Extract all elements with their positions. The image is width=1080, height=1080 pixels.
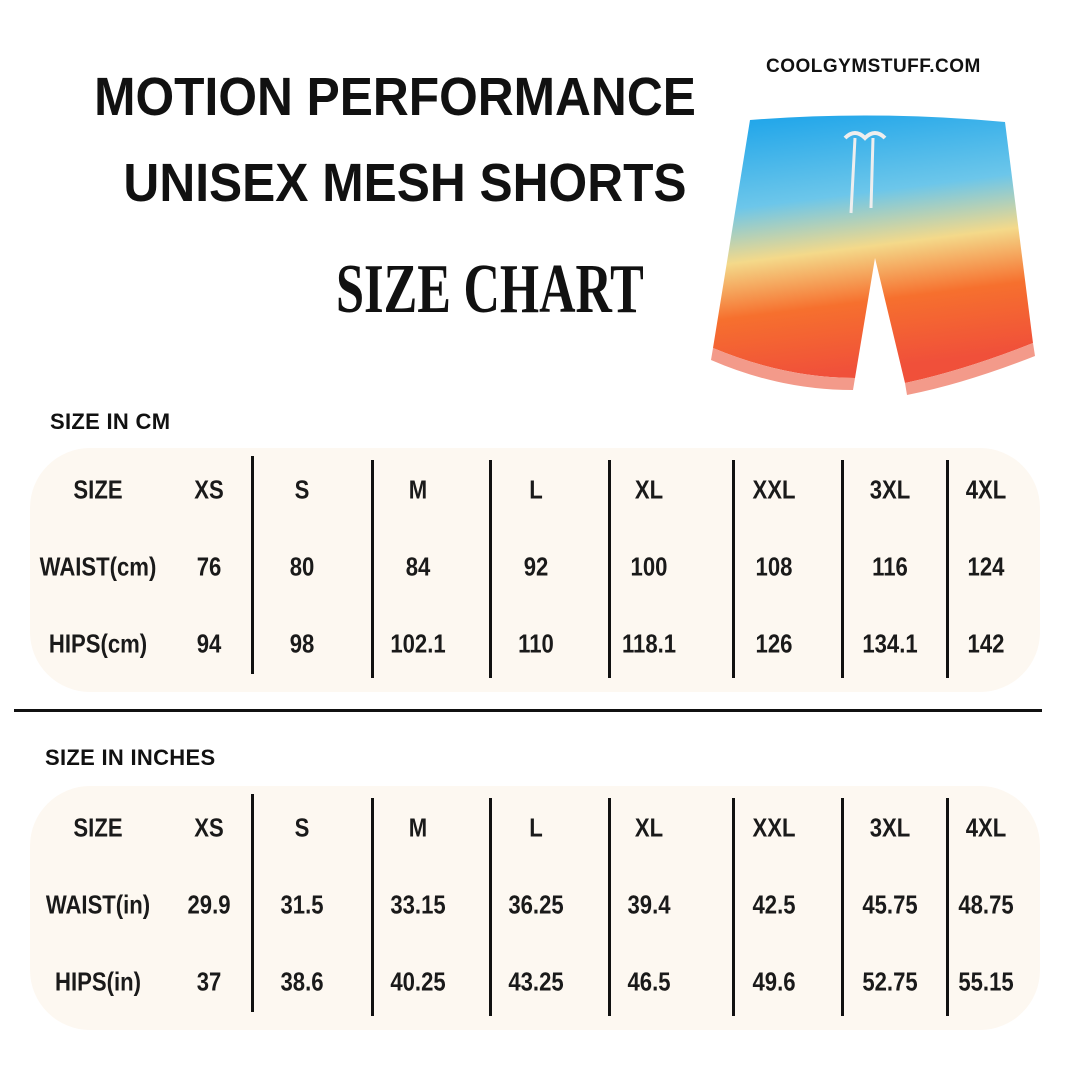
table-cell: XL — [634, 812, 664, 843]
table-cell: L — [529, 474, 543, 505]
table-cell: 108 — [755, 551, 793, 582]
table-cell: 46.5 — [627, 966, 671, 997]
table-cell: 118.1 — [621, 628, 677, 659]
row-label: SIZE — [73, 474, 123, 505]
column-divider — [732, 460, 735, 678]
table-cell: 110 — [518, 628, 554, 659]
column-divider — [489, 460, 492, 678]
size-table-cm: SIZE XS S M L XL XXL 3XL 4XL WAIST(cm) 76 80 84 92 100… — [30, 448, 1040, 692]
table-cell: M — [408, 812, 428, 843]
table-cell: 102.1 — [390, 628, 446, 659]
table-cell: 126 — [755, 628, 793, 659]
section-label-inches: SIZE IN INCHES — [45, 745, 216, 770]
table-cell: 76 — [196, 551, 222, 582]
column-divider — [946, 460, 949, 678]
table-cell: 55.15 — [958, 966, 1014, 997]
table-cell: 29.9 — [187, 889, 231, 920]
section-divider — [14, 709, 1042, 712]
table-cell: 43.25 — [508, 966, 564, 997]
table-cell: 94 — [196, 628, 222, 659]
table-cell: 142 — [967, 628, 1005, 659]
column-divider — [371, 798, 374, 1016]
row-label: WAIST(cm) — [39, 551, 157, 582]
table-cell: XXL — [752, 474, 796, 505]
title-line-2: UNISEX MESH SHORTS — [123, 153, 687, 213]
table-cell: 98 — [289, 628, 315, 659]
row-label: HIPS(cm) — [48, 628, 148, 659]
table-cell: 49.6 — [752, 966, 796, 997]
column-divider — [608, 798, 611, 1016]
table-cell: 92 — [523, 551, 549, 582]
table-cell: 134.1 — [862, 628, 918, 659]
table-cell: 124 — [967, 551, 1005, 582]
column-divider — [841, 460, 844, 678]
table-cell: 38.6 — [280, 966, 324, 997]
table-cell: 39.4 — [627, 889, 671, 920]
column-divider — [732, 798, 735, 1016]
table-cell: 4XL — [965, 474, 1007, 505]
website-label: COOLGYMSTUFF.COM — [766, 56, 981, 77]
table-cell: 45.75 — [862, 889, 918, 920]
table-cell: 33.15 — [390, 889, 446, 920]
row-label: SIZE — [73, 812, 123, 843]
column-divider — [371, 460, 374, 678]
table-cell: 3XL — [869, 812, 911, 843]
section-label-cm: SIZE IN CM — [50, 409, 171, 434]
table-cell: 84 — [405, 551, 431, 582]
table-cell: XS — [194, 474, 224, 505]
table-cell: 36.25 — [508, 889, 564, 920]
table-cell: L — [529, 812, 543, 843]
table-cell: 42.5 — [752, 889, 796, 920]
column-divider — [251, 794, 254, 1012]
size-table-inches: SIZE XS S M L XL XXL 3XL 4XL WAIST(in) 29.9 31.5 33.… — [30, 786, 1040, 1030]
column-divider — [489, 798, 492, 1016]
column-divider — [251, 456, 254, 674]
title-line-1: MOTION PERFORMANCE — [94, 67, 696, 127]
size-chart-subtitle: SIZE CHART — [336, 251, 644, 328]
column-divider — [946, 798, 949, 1016]
table-cell: S — [294, 474, 310, 505]
table-cell: 52.75 — [862, 966, 918, 997]
table-cell: 80 — [289, 551, 315, 582]
table-cell: 4XL — [965, 812, 1007, 843]
table-cell: 100 — [630, 551, 668, 582]
table-cell: 48.75 — [958, 889, 1014, 920]
table-cell: 3XL — [869, 474, 911, 505]
tie-dye-shorts-image — [711, 115, 1035, 395]
table-cell: XS — [194, 812, 224, 843]
table-cell: 40.25 — [390, 966, 446, 997]
column-divider — [841, 798, 844, 1016]
row-label: WAIST(in) — [45, 889, 151, 920]
table-cell: M — [408, 474, 428, 505]
table-cell: 37 — [196, 966, 222, 997]
row-label: HIPS(in) — [55, 966, 141, 997]
table-cell: 116 — [872, 551, 908, 582]
table-cell: XL — [634, 474, 664, 505]
table-cell: XXL — [752, 812, 796, 843]
table-cell: S — [294, 812, 310, 843]
table-cell: 31.5 — [280, 889, 324, 920]
column-divider — [608, 460, 611, 678]
